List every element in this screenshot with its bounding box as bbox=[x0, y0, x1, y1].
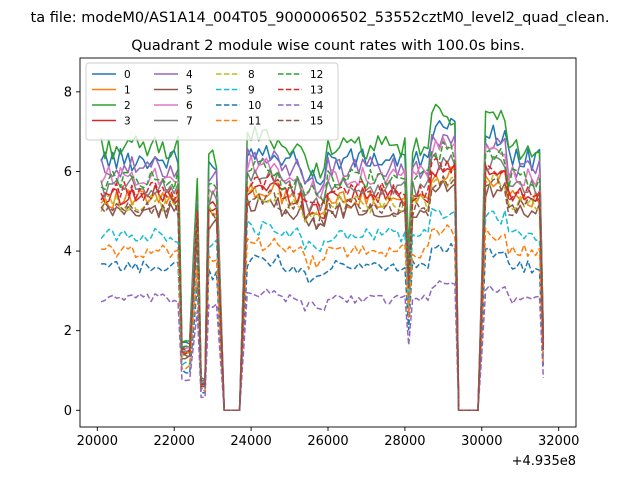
legend-label-13: 13 bbox=[310, 85, 323, 97]
legend-label-9: 9 bbox=[248, 85, 255, 97]
legend-label-7: 7 bbox=[186, 116, 193, 128]
y-tick-label: 8 bbox=[64, 85, 72, 100]
x-tick-label: 24000 bbox=[230, 434, 271, 449]
legend-label-0: 0 bbox=[124, 69, 131, 81]
x-tick-label: 22000 bbox=[154, 434, 195, 449]
series-line-6 bbox=[100, 137, 545, 412]
chart-title: Quadrant 2 module wise count rates with … bbox=[131, 38, 525, 54]
series-line-2 bbox=[100, 103, 545, 412]
legend-label-4: 4 bbox=[186, 69, 193, 81]
series-line-11 bbox=[101, 224, 545, 412]
axes: 20000 22000 24000 26000 28000 30000 32000 0 2 4 6 8 bbox=[64, 57, 579, 449]
series-line-9 bbox=[100, 207, 545, 412]
series-line-15 bbox=[100, 175, 545, 412]
legend-label-10: 10 bbox=[248, 100, 261, 112]
y-tick-label: 2 bbox=[64, 324, 72, 339]
legend-label-15: 15 bbox=[310, 116, 323, 128]
legend-label-12: 12 bbox=[310, 69, 323, 81]
series-line-0 bbox=[100, 117, 545, 412]
legend-box bbox=[85, 62, 339, 141]
x-tick-label: 32000 bbox=[538, 434, 579, 449]
y-tick-label: 0 bbox=[64, 404, 72, 419]
y-tick-label: 4 bbox=[64, 245, 72, 260]
series-line-10 bbox=[101, 242, 545, 412]
y-tick-label: 6 bbox=[64, 165, 72, 180]
x-tick-label: 26000 bbox=[307, 434, 348, 449]
legend-label-2: 2 bbox=[124, 100, 131, 112]
legend-label-6: 6 bbox=[186, 100, 193, 112]
legend-label-11: 11 bbox=[248, 116, 261, 128]
legend-label-3: 3 bbox=[124, 116, 131, 128]
x-tick-label: 28000 bbox=[384, 434, 425, 449]
legend-label-1: 1 bbox=[124, 85, 131, 97]
x-tick-label: 20000 bbox=[77, 434, 118, 449]
legend-label-8: 8 bbox=[248, 69, 255, 81]
series-line-14 bbox=[100, 280, 545, 412]
legend-label-5: 5 bbox=[186, 85, 193, 97]
figure-suptitle: ta file: modeM0/AS1A14_004T05_9000006502… bbox=[31, 10, 610, 26]
legend-label-14: 14 bbox=[310, 100, 324, 112]
series-line-5 bbox=[100, 179, 545, 412]
series-line-13 bbox=[100, 157, 545, 412]
x-tick-label: 30000 bbox=[461, 434, 502, 449]
x-offset-label: +4.935e8 bbox=[512, 454, 576, 469]
plot-area bbox=[100, 103, 545, 412]
series-line-4 bbox=[100, 133, 545, 412]
